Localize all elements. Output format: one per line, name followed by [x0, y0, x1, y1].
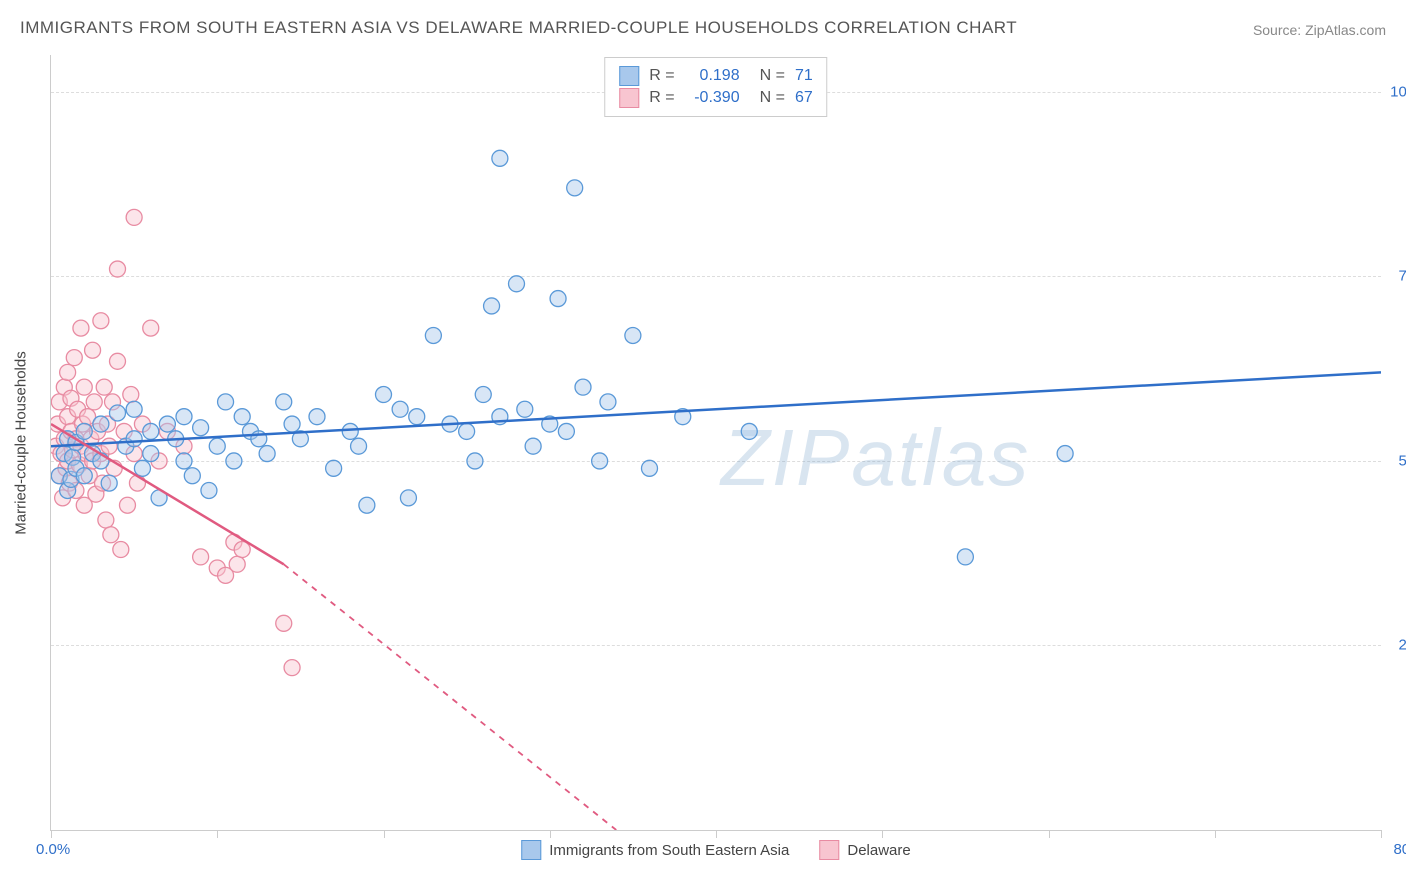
- n-value-pink: 67: [795, 89, 813, 107]
- n-value-blue: 71: [795, 67, 813, 85]
- chart-area: Married-couple Households 25.0%50.0%75.0…: [50, 55, 1381, 831]
- swatch-blue: [619, 66, 639, 86]
- y-axis-label: Married-couple Households: [13, 351, 30, 534]
- x-tick: [1215, 830, 1216, 838]
- swatch-pink: [819, 840, 839, 860]
- legend-label-pink: Delaware: [847, 842, 910, 859]
- x-tick: [384, 830, 385, 838]
- y-tick-label: 75.0%: [1398, 268, 1406, 285]
- r-label: R =: [649, 89, 674, 107]
- x-axis-min-label: 0.0%: [36, 841, 70, 858]
- stats-row-pink: R = -0.390 N = 67: [619, 88, 812, 108]
- r-value-blue: 0.198: [685, 67, 740, 85]
- bottom-legend: Immigrants from South Eastern Asia Delaw…: [521, 840, 910, 860]
- x-axis-max-label: 80.0%: [1393, 841, 1406, 858]
- x-tick: [882, 830, 883, 838]
- y-tick-label: 100.0%: [1390, 83, 1406, 100]
- swatch-pink: [619, 88, 639, 108]
- stats-legend-box: R = 0.198 N = 71 R = -0.390 N = 67: [604, 57, 827, 117]
- y-tick-label: 25.0%: [1398, 637, 1406, 654]
- legend-item-pink: Delaware: [819, 840, 910, 860]
- x-tick: [1381, 830, 1382, 838]
- legend-label-blue: Immigrants from South Eastern Asia: [549, 842, 789, 859]
- y-tick-label: 50.0%: [1398, 452, 1406, 469]
- x-tick: [550, 830, 551, 838]
- r-label: R =: [649, 67, 674, 85]
- n-label: N =: [760, 67, 785, 85]
- r-value-pink: -0.390: [685, 89, 740, 107]
- x-tick: [1049, 830, 1050, 838]
- legend-item-blue: Immigrants from South Eastern Asia: [521, 840, 789, 860]
- chart-title: IMMIGRANTS FROM SOUTH EASTERN ASIA VS DE…: [20, 18, 1017, 38]
- source-label: Source: ZipAtlas.com: [1253, 22, 1386, 38]
- n-label: N =: [760, 89, 785, 107]
- x-tick: [217, 830, 218, 838]
- stats-row-blue: R = 0.198 N = 71: [619, 66, 812, 86]
- x-tick: [716, 830, 717, 838]
- scatter-plot: [51, 55, 1381, 830]
- x-tick: [51, 830, 52, 838]
- swatch-blue: [521, 840, 541, 860]
